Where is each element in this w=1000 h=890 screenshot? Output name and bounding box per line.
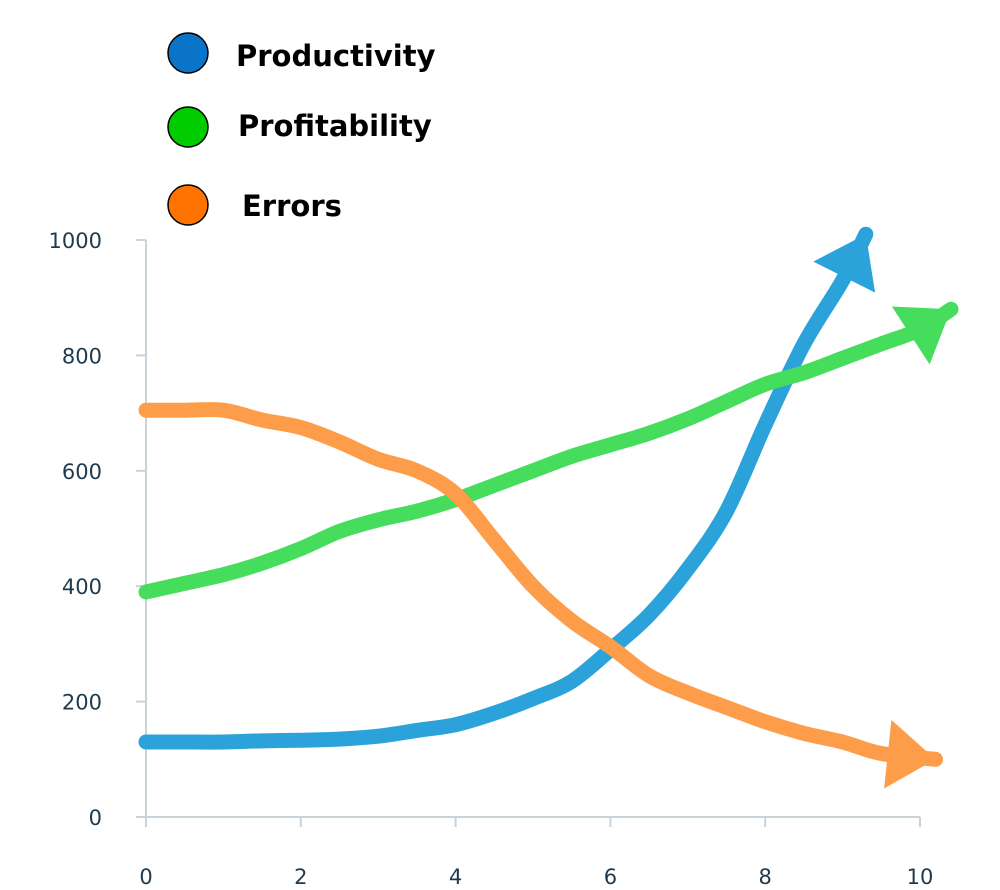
- y-tick-label: 0: [89, 806, 102, 830]
- x-tick-label: 0: [139, 865, 152, 889]
- series-line-errors: [138, 401, 943, 767]
- x-tick-label: 6: [604, 865, 617, 889]
- legend-marker-errors: [167, 184, 209, 226]
- series-line-productivity: [138, 226, 874, 750]
- legend-marker-productivity: [167, 32, 209, 74]
- legend-entry-productivity: Productivity: [167, 32, 436, 74]
- y-tick-label: 800: [62, 344, 102, 368]
- y-tick-label: 1000: [49, 229, 102, 253]
- x-tick-label: 4: [449, 865, 462, 889]
- legend-entry-profitability: Profitability: [167, 106, 432, 148]
- axes: [145, 240, 920, 818]
- series-arrow-productivity: [813, 234, 876, 293]
- series-profitability: [138, 301, 959, 600]
- x-tick-label: 2: [294, 865, 307, 889]
- ticks: 0 2 4 6 8 10 0 200 400 600 800 1000: [49, 229, 934, 889]
- series-line-profitability: [138, 301, 959, 600]
- legend-marker-profitability: [167, 106, 209, 148]
- legend-label-productivity: Productivity: [236, 39, 436, 73]
- legend-label-errors: Errors: [242, 189, 342, 223]
- legend-entry-errors: Errors: [167, 184, 342, 226]
- series-arrow-errors: [884, 719, 936, 789]
- series-layer: [138, 226, 959, 789]
- y-tick-label: 400: [62, 575, 102, 599]
- legend-label-profitability: Profitability: [238, 109, 432, 143]
- x-tick-label: 10: [907, 865, 934, 889]
- y-tick-label: 200: [62, 691, 102, 715]
- series-errors: [138, 401, 943, 789]
- series-arrow-profitability: [891, 306, 951, 365]
- x-tick-label: 8: [759, 865, 772, 889]
- legend: Productivity Profitability Errors: [167, 32, 436, 226]
- y-tick-label: 600: [62, 460, 102, 484]
- series-productivity: [138, 226, 876, 750]
